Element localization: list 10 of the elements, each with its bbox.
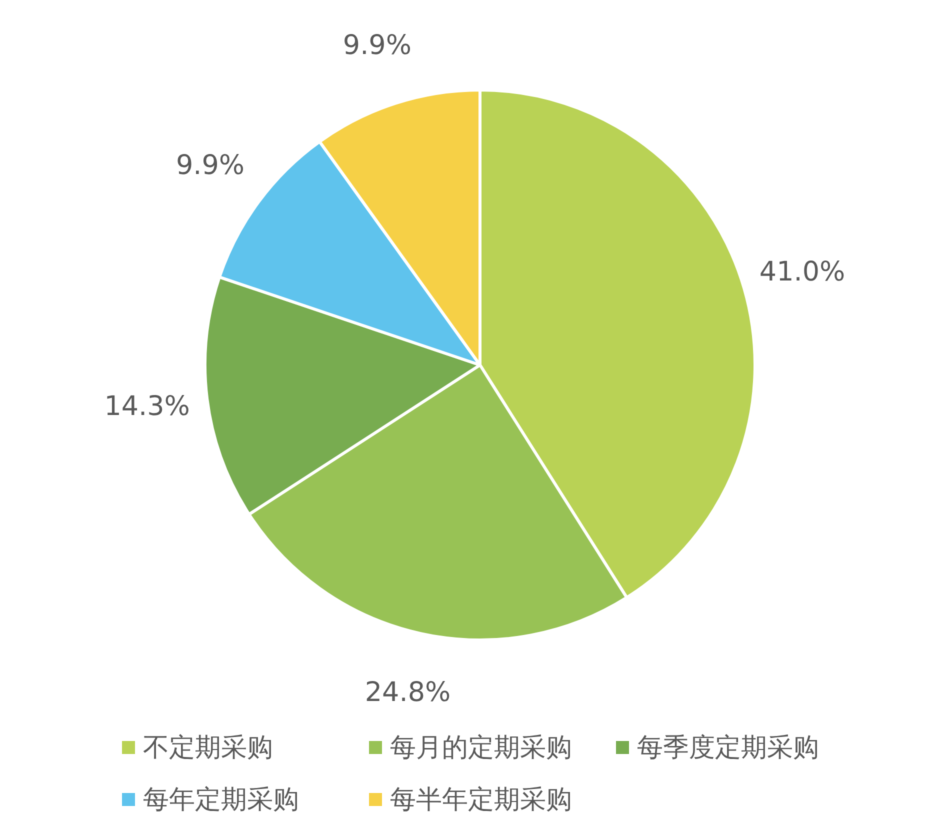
data-label: 9.9% xyxy=(342,30,412,62)
data-label: 14.3% xyxy=(104,391,190,422)
legend-label: 不定期采购 xyxy=(143,733,273,763)
data-label: 41.0% xyxy=(759,256,846,288)
legend-label: 每月的定期采购 xyxy=(390,733,572,763)
data-label: 24.8% xyxy=(364,677,451,708)
legend-label: 每年定期采购 xyxy=(143,785,299,815)
legend-label: 每季度定期采购 xyxy=(637,733,819,763)
legend-label: 每半年定期采购 xyxy=(390,785,572,815)
data-label: 9.9% xyxy=(176,150,245,181)
